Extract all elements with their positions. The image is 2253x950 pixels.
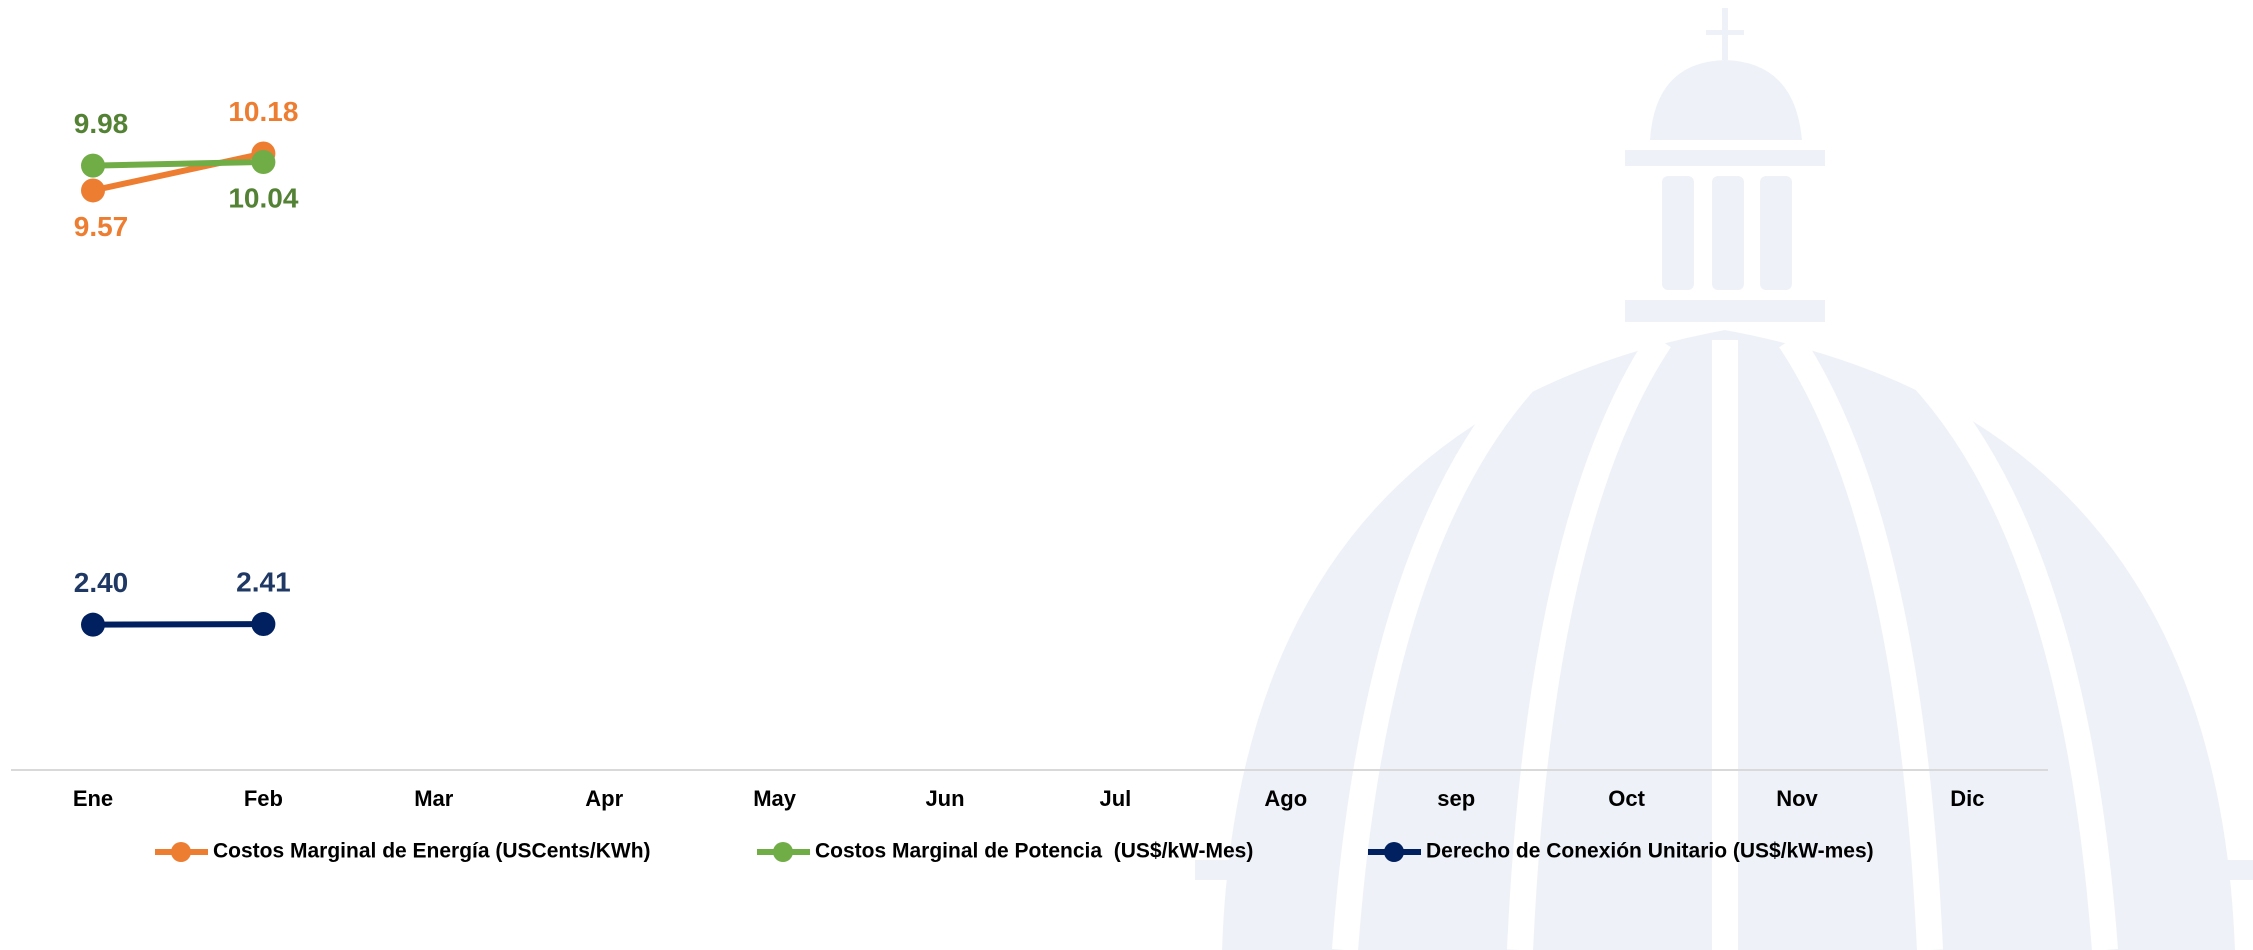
x-tick-label: Nov xyxy=(1776,786,1818,811)
legend-marker xyxy=(773,842,793,862)
watermark-stripes xyxy=(1332,319,2118,950)
x-tick-label: Ene xyxy=(73,786,113,811)
x-tick-label: Ago xyxy=(1264,786,1307,811)
data-point xyxy=(81,153,105,178)
data-point xyxy=(251,612,276,637)
x-tick-label: May xyxy=(753,786,797,811)
data-label: 2.40 xyxy=(74,567,129,598)
data-point xyxy=(81,178,105,203)
legend-label: Costos Marginal de Energía (USCents/KWh) xyxy=(213,840,651,863)
data-point xyxy=(251,149,276,174)
legend-label: Derecho de Conexión Unitario (US$/kW-mes… xyxy=(1426,840,1874,863)
data-label: 10.04 xyxy=(228,182,298,213)
series-line xyxy=(92,158,264,169)
x-tick-label: Dic xyxy=(1950,786,1984,811)
x-tick-label: Mar xyxy=(414,786,454,811)
x-tick-label: Apr xyxy=(585,786,623,811)
x-tick-label: Jul xyxy=(1100,786,1132,811)
data-point xyxy=(81,612,105,637)
legend-marker xyxy=(171,842,191,862)
legend-label: Costos Marginal de Potencia (US$/kW-Mes) xyxy=(815,840,1253,863)
data-label: 9.57 xyxy=(74,211,129,242)
x-tick-label: sep xyxy=(1437,786,1475,811)
x-tick-label: Oct xyxy=(1608,786,1645,811)
series-line xyxy=(92,621,264,628)
data-label: 9.98 xyxy=(74,108,129,139)
legend-marker xyxy=(1384,842,1404,862)
data-label: 2.41 xyxy=(236,566,291,597)
x-tick-label: Jun xyxy=(925,786,964,811)
x-tick-label: Feb xyxy=(244,786,283,811)
data-label: 10.18 xyxy=(228,96,298,127)
